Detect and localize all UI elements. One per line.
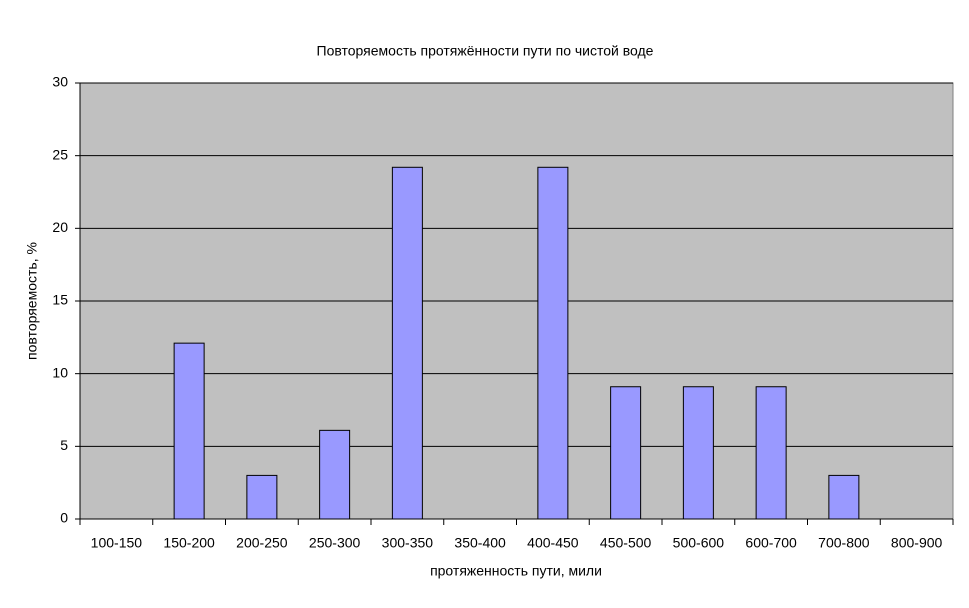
y-tick-label: 5 [60,437,68,453]
y-axis-label: повторяемость, % [24,242,40,360]
x-tick-label: 400-450 [527,535,579,551]
chart-title: Повторяемость протяжённости пути по чист… [317,43,654,59]
x-tick-label: 150-200 [163,535,215,551]
y-tick-label: 0 [60,510,68,526]
y-tick-label: 25 [52,146,68,162]
y-tick-label: 15 [52,292,68,308]
x-axis-label: протяженность пути, мили [430,563,602,579]
bar [246,474,278,520]
y-tick-label: 30 [52,74,68,90]
x-tick-label: 500-600 [673,535,725,551]
x-tick-label: 700-800 [818,535,870,551]
x-tick-label: 800-900 [891,535,943,551]
bar [682,386,714,520]
bar [537,166,569,520]
bar [828,474,860,520]
x-tick-label: 600-700 [745,535,797,551]
bar [173,342,205,520]
bar [319,429,351,520]
x-tick-label: 300-350 [382,535,434,551]
bar [610,386,642,520]
bar [391,166,423,520]
x-tick-label: 100-150 [91,535,143,551]
y-tick-label: 20 [52,219,68,235]
x-tick-label: 250-300 [309,535,361,551]
bar [755,386,787,520]
x-tick-label: 450-500 [600,535,652,551]
x-tick-label: 350-400 [454,535,506,551]
y-tick-label: 10 [52,364,68,380]
x-tick-label: 200-250 [236,535,288,551]
